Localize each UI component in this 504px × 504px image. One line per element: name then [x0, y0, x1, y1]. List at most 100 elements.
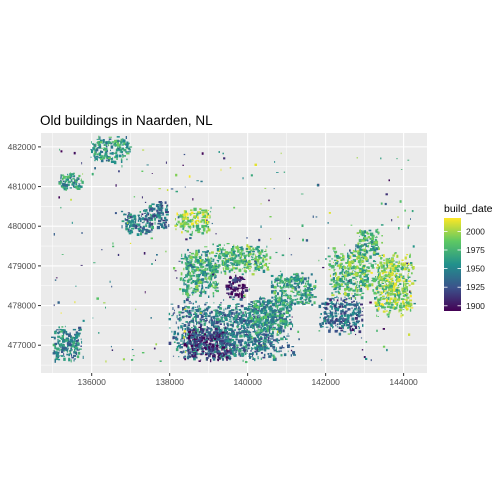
- building-footprint: [187, 324, 191, 327]
- building-footprint: [251, 348, 253, 351]
- building-footprint: [230, 248, 234, 252]
- building-footprint: [93, 150, 96, 152]
- building-footprint: [127, 215, 129, 218]
- building-footprint: [61, 182, 64, 184]
- building-footprint: [371, 280, 374, 282]
- building-footprint: [365, 246, 366, 250]
- building-footprint: [297, 300, 299, 304]
- building-footprint: [252, 343, 256, 346]
- building-footprint: [376, 329, 378, 332]
- building-footprint: [376, 314, 378, 317]
- building-footprint: [197, 215, 198, 219]
- building-footprint: [78, 328, 82, 330]
- building-footprint: [335, 318, 338, 321]
- building-footprint: [400, 292, 402, 296]
- building-footprint: [308, 289, 311, 291]
- building-footprint: [326, 308, 329, 310]
- building-footprint: [363, 253, 366, 257]
- building-footprint: [236, 331, 240, 333]
- building-footprint: [267, 316, 269, 318]
- building-footprint: [325, 258, 327, 260]
- building-footprint: [285, 292, 287, 295]
- building-footprint: [260, 352, 263, 354]
- building-footprint: [199, 259, 202, 262]
- building-footprint: [187, 286, 190, 288]
- building-footprint: [72, 328, 77, 331]
- building-footprint: [267, 321, 269, 323]
- building-footprint: [233, 353, 236, 356]
- building-footprint: [267, 266, 269, 268]
- building-footprint: [190, 252, 194, 255]
- building-footprint: [235, 312, 238, 315]
- building-footprint: [380, 291, 383, 295]
- building-footprint: [217, 357, 221, 359]
- building-footprint: [262, 269, 266, 273]
- legend-title: build_date: [444, 203, 493, 215]
- building-footprint: [241, 314, 244, 318]
- building-footprint: [384, 271, 388, 274]
- building-footprint: [230, 339, 235, 342]
- building-footprint: [188, 223, 190, 226]
- y-tick-label: 479000: [8, 261, 37, 271]
- building-footprint: [383, 254, 385, 258]
- building-footprint: [262, 340, 264, 342]
- building-footprint: [341, 283, 343, 286]
- building-footprint: [129, 229, 132, 231]
- building-footprint: [387, 297, 390, 301]
- building-footprint: [276, 279, 280, 281]
- building-footprint: [246, 254, 248, 256]
- building-footprint: [235, 267, 238, 270]
- building-footprint: [270, 344, 273, 348]
- building-footprint: [193, 343, 195, 346]
- building-footprint: [241, 354, 244, 357]
- building-footprint: [203, 342, 205, 345]
- building-footprint: [151, 225, 154, 230]
- building-footprint: [74, 179, 76, 183]
- building-footprint: [286, 342, 288, 344]
- building-footprint: [230, 292, 233, 296]
- building-footprint: [198, 269, 202, 272]
- building-footprint: [225, 356, 227, 359]
- building-footprint: [223, 252, 226, 255]
- building-footprint: [225, 342, 229, 345]
- building-footprint: [192, 218, 194, 221]
- building-footprint: [192, 216, 196, 219]
- building-footprint: [242, 268, 244, 270]
- building-footprint: [273, 285, 277, 289]
- building-footprint: [244, 289, 249, 292]
- building-footprint: [280, 337, 284, 341]
- building-footprint: [120, 210, 124, 213]
- building-footprint: [348, 267, 350, 271]
- building-footprint: [190, 345, 193, 347]
- building-footprint: [266, 245, 268, 248]
- building-footprint: [74, 301, 76, 304]
- building-footprint: [347, 259, 350, 261]
- building-footprint: [164, 201, 167, 204]
- building-footprint: [278, 296, 282, 299]
- building-footprint: [138, 217, 141, 219]
- building-footprint: [193, 328, 196, 330]
- building-footprint: [396, 298, 401, 301]
- building-footprint: [361, 255, 365, 259]
- building-footprint: [63, 352, 65, 356]
- building-footprints: [51, 135, 417, 364]
- building-footprint: [407, 224, 410, 227]
- building-footprint: [361, 278, 364, 280]
- building-footprint: [237, 261, 241, 265]
- building-footprint: [259, 328, 263, 333]
- building-footprint: [329, 260, 331, 262]
- building-footprint: [141, 227, 145, 230]
- building-footprint: [298, 275, 300, 277]
- building-footprint: [306, 280, 309, 283]
- building-footprint: [208, 283, 212, 286]
- building-footprint: [342, 325, 344, 329]
- building-footprint: [329, 314, 333, 317]
- building-footprint: [187, 351, 191, 355]
- building-footprint: [347, 283, 349, 286]
- building-footprint: [389, 257, 391, 259]
- building-footprint: [248, 341, 251, 344]
- building-footprint: [219, 345, 221, 348]
- building-footprint: [243, 270, 247, 272]
- building-footprint: [212, 354, 216, 356]
- building-footprint: [361, 254, 363, 257]
